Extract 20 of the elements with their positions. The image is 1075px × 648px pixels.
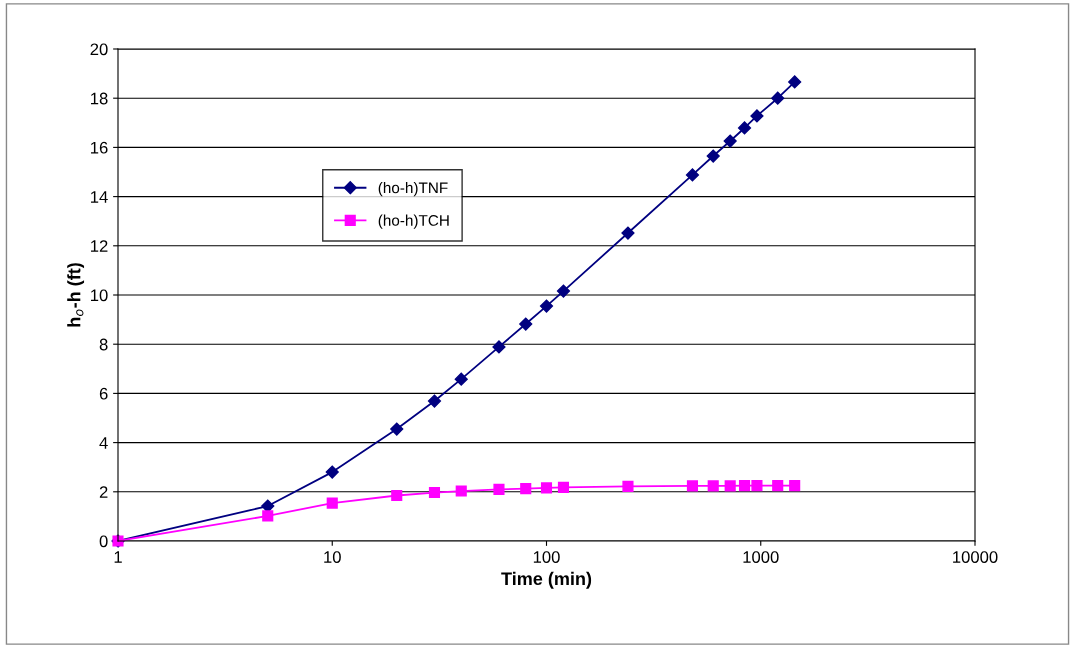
y-tick-label: 14 [91,191,108,203]
y-tick-label: 0 [99,535,108,548]
x-tick-label: 10000 [953,551,998,563]
x-tick-label: 100 [533,551,560,563]
legend-label: (ho-h)TCH [378,214,449,229]
y-tick-label: 20 [90,43,108,56]
x-tick-label: 10 [324,551,341,563]
y-tick-label: 8 [99,338,108,351]
legend-label: (ho-h)TNF [378,182,448,197]
y-tick-label: 2 [99,486,108,498]
y-tick-label: 18 [91,92,108,105]
x-tick-label: 1 [114,551,122,563]
y-tick-label: 4 [99,437,108,449]
y-tick-label: 16 [91,141,108,154]
y-tick-label: 6 [99,387,108,400]
x-axis-title: Time (min) [501,571,592,589]
y-tick-label: 10 [91,289,108,302]
y-axis-title: h$_{o}$-h (ft) [67,263,85,327]
x-tick-label: 1000 [743,551,779,563]
y-tick-label: 12 [91,240,108,252]
